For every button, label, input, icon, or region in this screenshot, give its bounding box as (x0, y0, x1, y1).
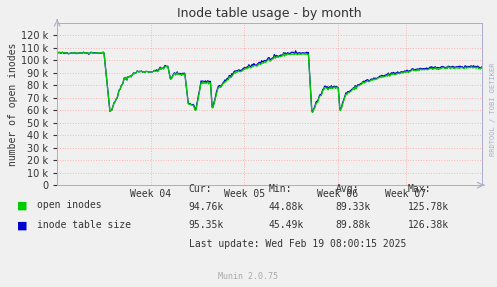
Y-axis label: number of open inodes: number of open inodes (8, 42, 18, 166)
Text: 126.38k: 126.38k (408, 220, 449, 230)
Text: Munin 2.0.75: Munin 2.0.75 (219, 272, 278, 282)
Text: 89.88k: 89.88k (335, 220, 371, 230)
Text: 95.35k: 95.35k (189, 220, 224, 230)
Text: open inodes: open inodes (37, 200, 102, 210)
Text: inode table size: inode table size (37, 220, 131, 230)
Title: Inode table usage - by month: Inode table usage - by month (177, 7, 362, 20)
Text: 45.49k: 45.49k (268, 220, 304, 230)
Text: ■: ■ (17, 200, 28, 210)
Text: 125.78k: 125.78k (408, 202, 449, 212)
Text: 94.76k: 94.76k (189, 202, 224, 212)
Text: Min:: Min: (268, 185, 292, 194)
Text: 89.33k: 89.33k (335, 202, 371, 212)
Text: Last update: Wed Feb 19 08:00:15 2025: Last update: Wed Feb 19 08:00:15 2025 (189, 239, 406, 249)
Text: Max:: Max: (408, 185, 431, 194)
Text: 44.88k: 44.88k (268, 202, 304, 212)
Text: Avg:: Avg: (335, 185, 359, 194)
Text: RRDTOOL / TOBI OETIKER: RRDTOOL / TOBI OETIKER (490, 62, 496, 156)
Text: Cur:: Cur: (189, 185, 212, 194)
Text: ■: ■ (17, 220, 28, 230)
